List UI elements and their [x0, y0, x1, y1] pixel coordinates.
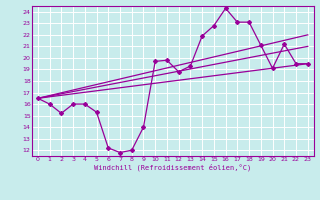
X-axis label: Windchill (Refroidissement éolien,°C): Windchill (Refroidissement éolien,°C) [94, 164, 252, 171]
